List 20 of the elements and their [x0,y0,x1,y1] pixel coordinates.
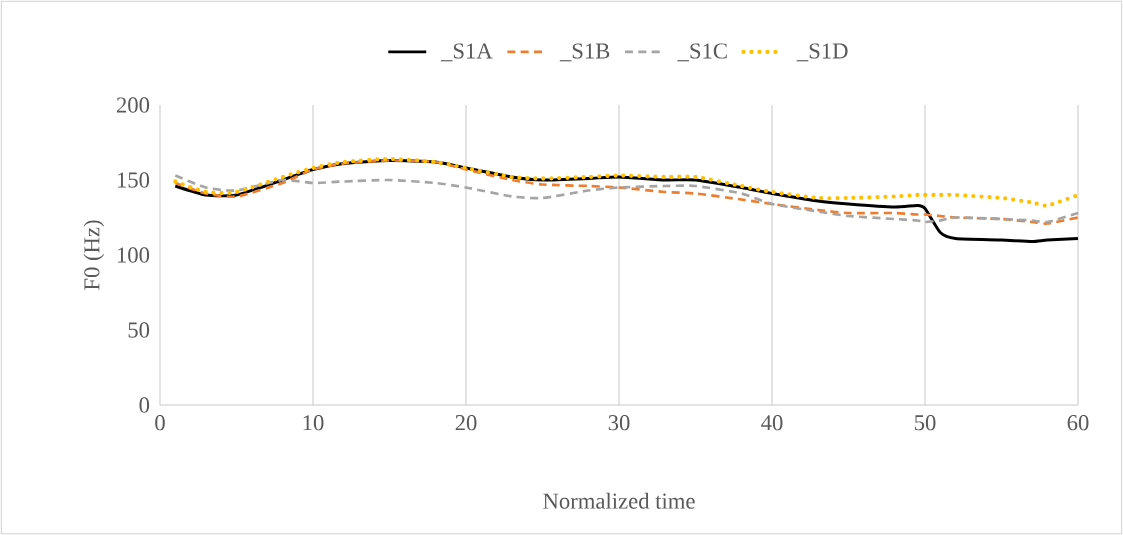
line-series [173,159,1080,225]
x-tick-label: 50 [914,415,936,431]
line-series [173,174,1080,224]
y-tick-label: 200 [116,97,150,113]
x-tick-label: 30 [608,415,630,431]
y-tick-label: 0 [139,397,150,413]
x-tick-label: 60 [1067,415,1089,431]
y-tick-label: 50 [128,322,150,338]
y-axis-title: F0 (Hz) [83,220,105,290]
x-tick-label: 20 [455,415,477,431]
x-tick-label: 10 [303,415,324,431]
x-tick-label: 0 [155,415,165,431]
x-axis-title: Normalized time [543,492,695,509]
y-tick-label: 100 [117,247,150,263]
legend-label: _S1A [440,43,493,62]
legend-label: _S1D [796,43,848,62]
legend-label: _S1B [559,43,610,62]
y-tick-label: 150 [117,172,150,188]
legend-label: _S1C [677,43,727,62]
x-tick-label: 40 [761,415,783,431]
